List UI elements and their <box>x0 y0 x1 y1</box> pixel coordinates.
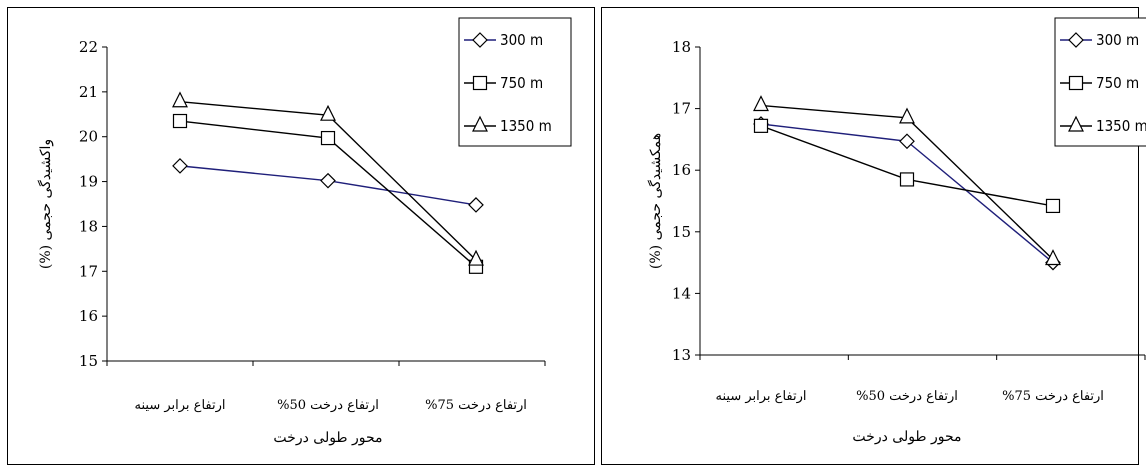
y-tick-label: 19 <box>79 173 98 191</box>
legend-marker <box>1068 115 1084 132</box>
legend-marker <box>472 75 488 91</box>
x-tick-label: ارتفاع برابر سینه <box>135 398 226 413</box>
y-tick-label: 15 <box>672 223 691 241</box>
data-point-s3-2 <box>899 107 915 124</box>
chart-1: 15 16 17 18 19 20 21 22 ارتفاع برابر سینه ارتفاع … <box>37 17 572 446</box>
y-tick-label: 18 <box>672 38 691 56</box>
y-tick-label: 18 <box>79 217 98 235</box>
y-tick-label: 16 <box>672 161 691 179</box>
data-point-s3-2 <box>320 104 336 121</box>
legend-label: 750 m <box>1096 74 1139 92</box>
data-point-s3-3 <box>1045 249 1061 266</box>
x-axis-title: محور طولی درخت <box>852 429 961 445</box>
y-tick-label: 17 <box>79 262 98 280</box>
legend-marker <box>1068 32 1084 48</box>
y-tick-label: 14 <box>672 284 691 302</box>
data-point-s2-1 <box>753 118 769 133</box>
data-point-s2-2 <box>899 172 915 187</box>
x-tick-label: ارتفاع درخت 50% <box>856 389 958 404</box>
legend-marker <box>472 32 488 48</box>
data-point-s3-1 <box>753 95 769 112</box>
x-tick-label: ارتفاع درخت 50% <box>277 398 379 413</box>
x-axis-title: محور طولی درخت <box>273 430 382 446</box>
chart-2: 13 14 15 16 17 18 ارتفاع برابر سینه ارتفاع درخت… <box>647 17 1146 445</box>
legend-marker <box>1068 75 1084 91</box>
x-tick-label: ارتفاع درخت 75% <box>1002 389 1104 404</box>
y-tick-label: 17 <box>672 100 691 118</box>
legend-label: 1350 m <box>500 117 552 135</box>
y-axis-title: واکشیدگی حجمی (%) <box>37 139 54 269</box>
data-point-s3-1 <box>172 91 188 108</box>
y-axis-title: همکشیدگی حجمی (%) <box>647 133 664 269</box>
y-tick-label: 22 <box>79 38 98 56</box>
y-tick-label: 21 <box>79 83 98 101</box>
x-tick-label: ارتفاع درخت 75% <box>425 398 527 413</box>
legend-marker <box>472 115 488 132</box>
legend-label: 750 m <box>500 74 543 92</box>
data-point-s3-3 <box>468 249 484 266</box>
data-point-s2-3 <box>1045 198 1061 214</box>
data-point-s1-1 <box>172 158 188 174</box>
left-chart-frame <box>7 7 595 465</box>
right-chart-frame <box>601 7 1139 465</box>
x-tick-label: ارتفاع برابر سینه <box>716 389 807 404</box>
y-tick-label: 13 <box>672 346 691 364</box>
data-point-s2-1 <box>172 113 188 129</box>
data-point-s1-2 <box>899 133 915 150</box>
legend-label: 300 m <box>1096 31 1139 49</box>
data-point-s1-3 <box>468 197 484 213</box>
y-tick-label: 15 <box>79 352 98 370</box>
y-tick-label: 16 <box>79 307 98 325</box>
chart-layer: 15 16 17 18 19 20 21 22 ارتفاع برابر سینه ارتفاع … <box>37 17 1146 446</box>
data-point-s2-2 <box>320 130 336 146</box>
data-point-s1-2 <box>320 172 336 189</box>
legend-label: 1350 m <box>1096 117 1146 135</box>
legend-label: 300 m <box>500 31 543 49</box>
y-tick-label: 20 <box>79 128 98 146</box>
